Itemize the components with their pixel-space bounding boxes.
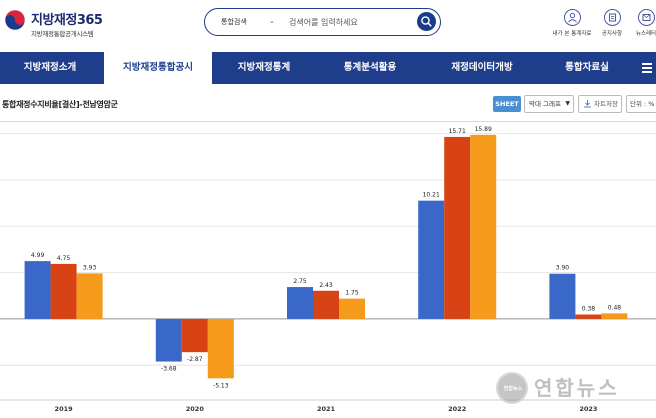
bar [76,273,103,319]
data-label: -2.87 [187,356,203,363]
data-label: -3.68 [161,366,177,373]
bar [155,318,182,362]
download-icon [584,100,591,108]
notice-icon [603,9,621,26]
taeguk-logo-icon [4,9,26,31]
bar [470,134,497,319]
data-label: 3.93 [83,264,97,271]
nav-item-disclosure[interactable]: 지방재정통합공시 [104,52,212,84]
data-label: 0.48 [608,304,622,311]
search-input[interactable] [289,14,414,30]
watermark-seal: 연합뉴스 [496,372,528,404]
data-label: 15.71 [449,128,466,135]
x-tick-label: 2023 [579,405,597,413]
chart-toolbar: 통합재정수지비율[결산]-전남영암군 SHEET 막대 그래프 ▼ 차트저장 단… [0,88,656,122]
chart-type-value: 막대 그래프 [529,100,561,108]
x-tick-label: 2021 [317,405,336,413]
newsletter-link[interactable]: 뉴스레터 [626,9,656,43]
save-chart-button[interactable]: 차트저장 [578,95,622,113]
data-label: 1.75 [345,290,359,297]
watermark-seal-text: 연합뉴스 [503,386,523,392]
chart-canvas: 4.99 4.75 3.93 2019 -3.68 -2.87 -5.13 2020 2.75 2… [0,126,656,413]
data-label: 2.43 [319,282,333,289]
recent-stats-link[interactable]: 내가 본 통계자료 [552,9,592,43]
data-label: 4.75 [57,255,71,262]
main-nav: 지방재정소개 지방재정통합공시 지방재정통계 통계분석활용 재정데이터개방 통합… [0,52,656,84]
notice-link[interactable]: 공지사항 [592,9,632,43]
hamburger-icon[interactable] [642,63,652,73]
data-label: 15.89 [475,126,492,133]
bar [313,290,339,319]
nav-item-archive[interactable]: 통합자료실 [565,62,609,73]
bar [24,261,51,319]
newsletter-label: 뉴스레터 [635,31,656,37]
chart-title: 통합재정수지비율[결산]-전남영암군 [2,100,118,109]
site-logo[interactable]: 지방재정365 지방재정통합공개시스템 [4,6,124,46]
search-bar: 통합검색 ⌄ [204,8,441,36]
bar [601,313,628,319]
save-chart-label: 차트저장 [594,100,618,108]
watermark-text: 연합뉴스 [534,376,620,400]
x-tick-label: 2019 [55,405,74,413]
bar [444,136,471,319]
data-label: -5.13 [213,382,229,389]
search-button[interactable] [417,12,436,31]
bar [287,287,313,319]
nav-item-statistics[interactable]: 지방재정통계 [237,62,291,73]
news-watermark: 연합뉴스 연합뉴스 [494,370,644,410]
search-icon [421,16,432,27]
newsletter-icon [637,9,655,26]
person-icon [563,9,581,26]
bar-chart: 4.99 4.75 3.93 2019 -3.68 -2.87 -5.13 2020 2.75 2… [0,122,656,418]
nav-item-open-data[interactable]: 재정데이터개방 [451,62,513,73]
notice-label: 공지사항 [601,31,623,37]
bar [339,298,365,319]
data-label: 3.90 [556,265,570,272]
site-header: 지방재정365 지방재정통합공개시스템 통합검색 ⌄ 내가 본 통계자료 공지사… [0,0,656,50]
search-category-select[interactable]: 통합검색 [221,18,247,26]
x-tick-label: 2020 [186,405,205,413]
chevron-down-icon: ⌄ [269,17,275,25]
bar [549,273,576,319]
logo-subtitle: 지방재정통합공개시스템 [31,30,94,38]
logo-title: 지방재정365 [31,13,103,28]
sheet-button[interactable]: SHEET [493,96,521,112]
data-label: 10.21 [423,192,440,199]
caret-down-icon: ▼ [565,100,570,107]
bar [575,314,602,319]
bar [50,263,77,319]
nav-item-intro[interactable]: 지방재정소개 [23,62,77,73]
chart-type-select[interactable]: 막대 그래프 ▼ [524,95,574,113]
x-tick-label: 2022 [448,405,466,413]
data-label: 2.75 [293,278,307,285]
unit-label: 단위 : % [626,95,656,113]
data-label: 0.38 [582,306,596,313]
data-label: 4.99 [31,252,45,259]
recent-stats-label: 내가 본 통계자료 [552,31,592,37]
nav-item-analysis[interactable]: 통계분석활용 [343,62,397,73]
bar [418,200,445,319]
bar [181,318,208,353]
bar [207,318,234,379]
